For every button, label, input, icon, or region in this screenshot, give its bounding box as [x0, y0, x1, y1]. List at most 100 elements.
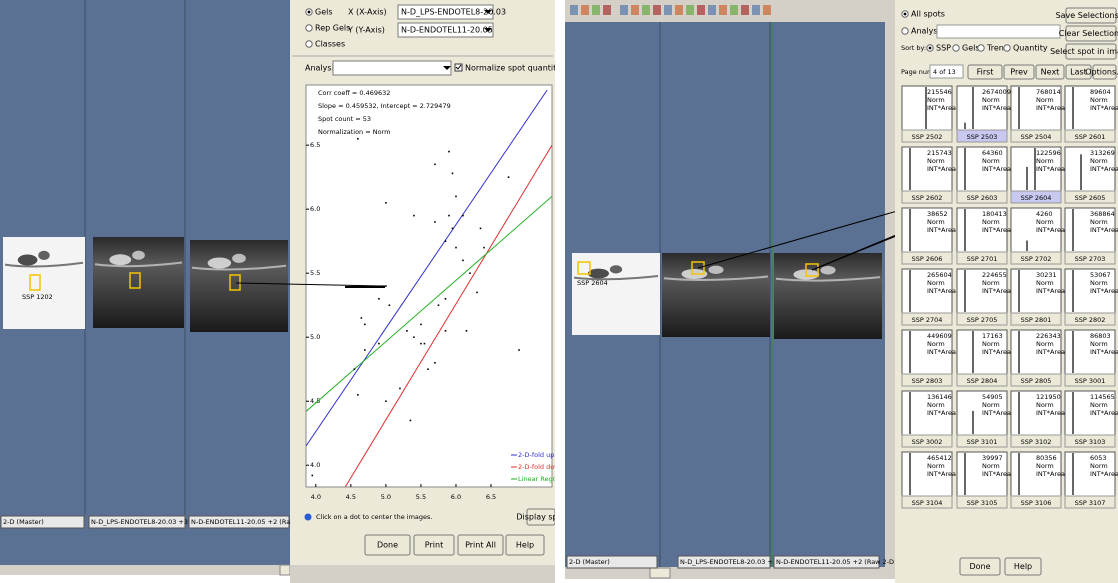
scatter-point[interactable]: [508, 176, 510, 178]
spot-ssp: SSP 2801: [1021, 316, 1052, 324]
spot-norm: Norm: [982, 279, 1000, 287]
scatter-point[interactable]: [364, 324, 366, 326]
spot-norm: Norm: [1090, 401, 1108, 409]
scatter-point[interactable]: [455, 247, 457, 249]
spot-norm: Norm: [927, 340, 945, 348]
scatter-point[interactable]: [389, 304, 391, 306]
toolbar-icon[interactable]: [763, 5, 771, 15]
spot-ssp: SSP 3105: [967, 499, 998, 507]
radio-label: Classes: [315, 40, 345, 49]
radio[interactable]: [1004, 45, 1010, 51]
scatter-point[interactable]: [420, 343, 422, 345]
y-tick-label: 4.0: [310, 461, 320, 469]
spot-ssp: SSP 2802: [1075, 316, 1106, 324]
scatter-point[interactable]: [480, 228, 482, 230]
scatter-point[interactable]: [378, 343, 380, 345]
toolbar-icon[interactable]: [653, 5, 661, 15]
toolbar-icon[interactable]: [675, 5, 683, 15]
scroll-thumb[interactable]: [650, 568, 670, 578]
toolbar-icon[interactable]: [686, 5, 694, 15]
radio[interactable]: [306, 41, 312, 47]
toolbar-icon[interactable]: [570, 5, 578, 15]
scatter-point[interactable]: [452, 173, 454, 175]
toolbar-icon[interactable]: [752, 5, 760, 15]
scatter-point[interactable]: [385, 285, 387, 287]
scroll-arrow[interactable]: [280, 565, 290, 575]
scatter-point[interactable]: [518, 349, 520, 351]
radio[interactable]: [953, 45, 959, 51]
toolbar-icon[interactable]: [603, 5, 611, 15]
scatter-point[interactable]: [438, 304, 440, 306]
scatter-point[interactable]: [445, 240, 447, 242]
toolbar-icon[interactable]: [581, 5, 589, 15]
toolbar-icon[interactable]: [592, 5, 600, 15]
analysis-dropdown[interactable]: [333, 61, 451, 75]
scatter-point[interactable]: [434, 221, 436, 223]
scatter-point[interactable]: [378, 298, 380, 300]
scatter-point[interactable]: [427, 368, 429, 370]
spot-measure: INT*Area: [1036, 104, 1065, 112]
scatter-point[interactable]: [399, 388, 401, 390]
spot-quantity: 449609: [927, 332, 952, 340]
x-tick-label: 5.5: [416, 493, 426, 501]
scatter-point[interactable]: [434, 362, 436, 364]
y-tick-label: 5.5: [310, 269, 320, 277]
scatter-point[interactable]: [385, 400, 387, 402]
toolbar-icon[interactable]: [631, 5, 639, 15]
spot-norm: Norm: [1036, 157, 1054, 165]
scatter-point[interactable]: [483, 247, 485, 249]
toolbar-icon[interactable]: [697, 5, 705, 15]
radio-label: All spots: [911, 10, 945, 19]
scatter-point[interactable]: [357, 394, 359, 396]
scatter-point[interactable]: [448, 151, 450, 153]
y-tick-label: 6.5: [310, 141, 320, 149]
scatter-point[interactable]: [413, 215, 415, 217]
scatter-point[interactable]: [452, 228, 454, 230]
spot-measure: INT*Area: [982, 470, 1011, 478]
scatter-point[interactable]: [357, 138, 359, 140]
toolbar-icon[interactable]: [708, 5, 716, 15]
toolbar-icon[interactable]: [730, 5, 738, 15]
spot-ssp: SSP 3104: [912, 499, 943, 507]
scatter-point[interactable]: [445, 298, 447, 300]
scatter-point[interactable]: [445, 330, 447, 332]
radio[interactable]: [306, 25, 312, 31]
toolbar-icon[interactable]: [642, 5, 650, 15]
radio-label: Gels: [962, 44, 980, 53]
toolbar-icon[interactable]: [664, 5, 672, 15]
toolbar-icon[interactable]: [620, 5, 628, 15]
scatter-point[interactable]: [448, 215, 450, 217]
scatter-point[interactable]: [466, 330, 468, 332]
screenshot: 2-D (Master)N-D_LPS-ENDOTEL8-20.03 +3 (R…: [0, 0, 1118, 583]
analysis-dropdown[interactable]: [937, 25, 1060, 38]
scatter-point[interactable]: [476, 292, 478, 294]
scatter-point[interactable]: [413, 336, 415, 338]
scatter-point[interactable]: [455, 196, 457, 198]
scatter-point[interactable]: [434, 164, 436, 166]
scatter-point[interactable]: [462, 260, 464, 262]
gap: [555, 0, 565, 583]
radio[interactable]: [978, 45, 984, 51]
scatter-point[interactable]: [420, 324, 422, 326]
scatter-point[interactable]: [312, 475, 314, 477]
scatter-point[interactable]: [410, 420, 412, 422]
info-icon: [305, 514, 312, 521]
scatter-point[interactable]: [354, 368, 356, 370]
scatter-point[interactable]: [385, 202, 387, 204]
scatter-point[interactable]: [364, 349, 366, 351]
gel-spot: [588, 269, 609, 279]
radio[interactable]: [902, 28, 908, 34]
spot-measure: INT*Area: [1090, 348, 1118, 356]
side-button-label: Clear Selections: [1059, 29, 1118, 38]
spot-measure: INT*Area: [927, 226, 956, 234]
toolbar-icon[interactable]: [741, 5, 749, 15]
scatter-point[interactable]: [361, 317, 363, 319]
spot-measure: INT*Area: [1090, 104, 1118, 112]
scatter-point[interactable]: [469, 272, 471, 274]
spot-measure: INT*Area: [1090, 165, 1118, 173]
scatter-point[interactable]: [406, 330, 408, 332]
scatter-point[interactable]: [462, 215, 464, 217]
scatter-point[interactable]: [424, 343, 426, 345]
toolbar-icon[interactable]: [719, 5, 727, 15]
spot-measure: INT*Area: [1036, 470, 1065, 478]
